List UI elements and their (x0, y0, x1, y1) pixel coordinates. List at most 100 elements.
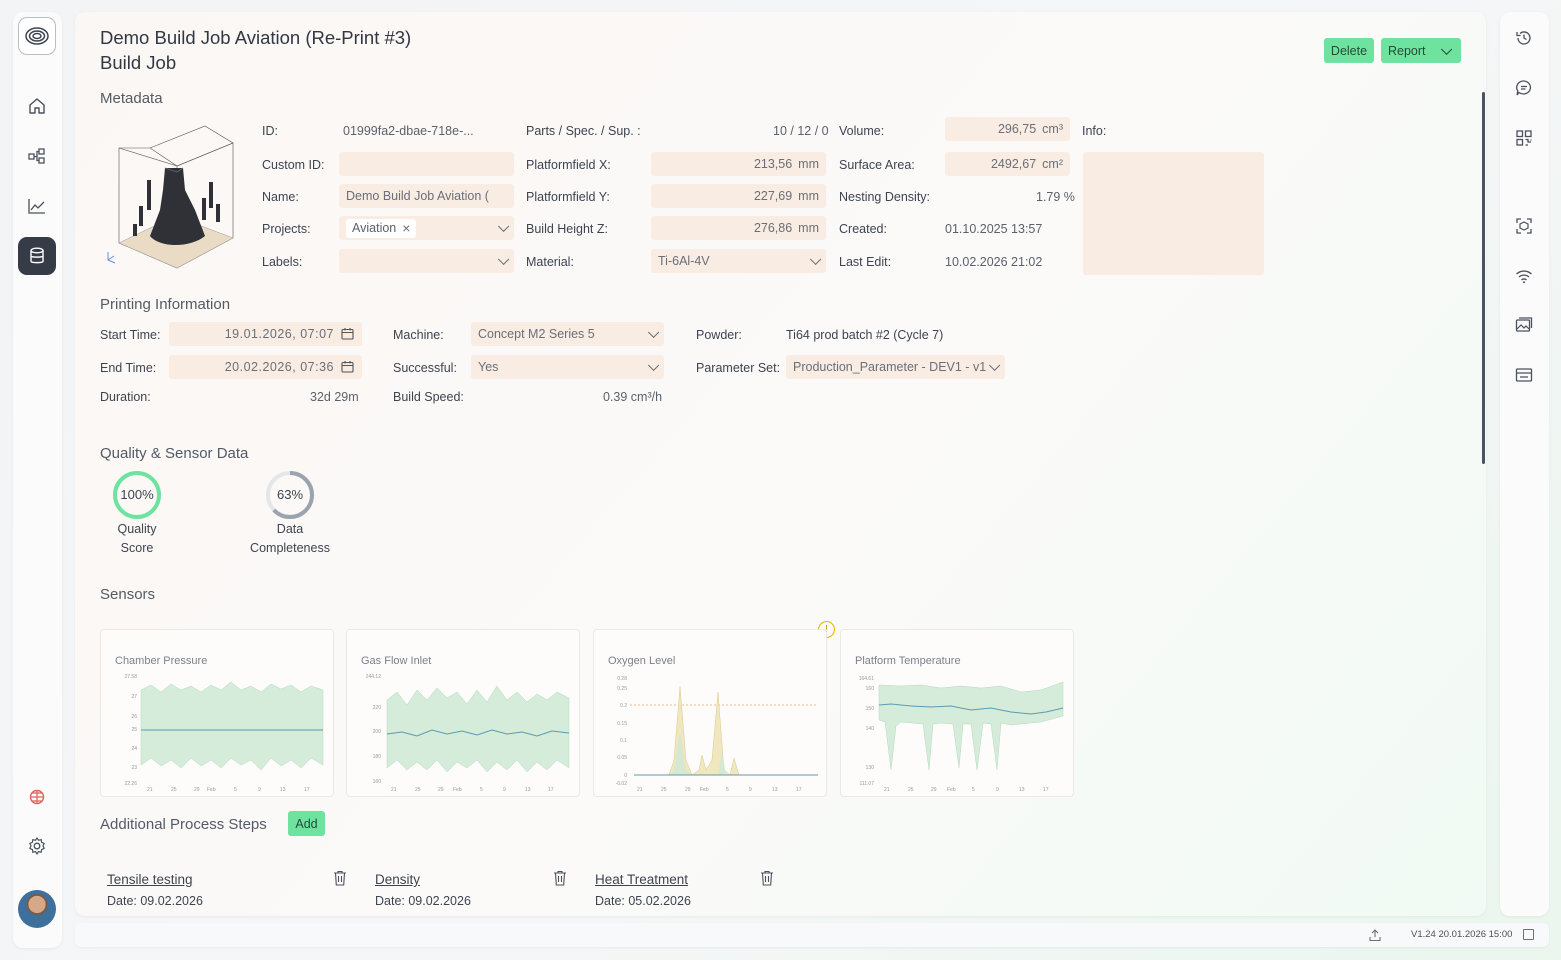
fullscreen-icon[interactable] (1523, 929, 1534, 940)
last-edit-value: 10.02.2026 21:02 (945, 255, 1043, 269)
machine-label: Machine: (393, 328, 444, 342)
name-input[interactable]: Demo Build Job Aviation ( (339, 184, 514, 208)
settings-icon[interactable] (18, 827, 56, 865)
comment-icon[interactable] (1505, 69, 1543, 107)
projects-select[interactable]: Aviation × (339, 216, 514, 240)
quality-heading: Quality & Sensor Data (100, 445, 249, 462)
step-date-heat-treatment: Date: 05.02.2026 (595, 894, 691, 908)
data-completeness-caption: Data Completeness (240, 520, 340, 558)
step-name-density[interactable]: Density (375, 872, 421, 887)
parts-value: 10 / 12 / 0 (773, 124, 829, 138)
trash-icon[interactable] (333, 870, 347, 886)
step-name-heat-treatment[interactable]: Heat Treatment (595, 872, 689, 887)
projects-label: Projects: (262, 222, 311, 236)
nesting-density-label: Nesting Density: (839, 190, 931, 204)
avatar[interactable] (18, 890, 56, 928)
x-tick-label: 9 (258, 787, 261, 793)
y-tick-label: 164.61 (859, 676, 875, 682)
y-tick-label: 160 (866, 686, 875, 692)
y-tick-label: 140 (866, 726, 875, 732)
end-time-input[interactable]: 20.02.2026, 07:36 (169, 355, 362, 379)
sensor-card-oxygen-level[interactable]: Oxygen Level 0.28 0.25 0.2 0.15 0.1 0.05 0 -0.0… (593, 629, 827, 797)
volume-unit: cm³ (1042, 122, 1063, 136)
y-tick-label: 0.15 (617, 721, 627, 727)
platformfield-x-input[interactable]: 213,56 mm (651, 152, 826, 176)
report-button[interactable]: Report (1381, 38, 1461, 63)
parameter-set-select[interactable]: Production_Parameter - DEV1 - v1 (786, 355, 1005, 379)
add-step-button[interactable]: Add (288, 811, 325, 836)
build-preview-3d[interactable] (105, 118, 240, 273)
x-tick-label: 17 (304, 787, 310, 793)
trash-icon[interactable] (553, 870, 567, 886)
calendar-icon[interactable] (341, 327, 354, 340)
sensor-card-platform-temperature[interactable]: Platform Temperature 164.61 160 150 140 130 1… (840, 629, 1074, 797)
surface-area-input[interactable]: 2492,67 cm² (945, 152, 1070, 176)
scrollbar[interactable] (1482, 92, 1485, 464)
quality-caption-line1: Quality (117, 522, 157, 536)
scan-icon[interactable] (1505, 207, 1543, 245)
end-time-label: End Time: (100, 361, 157, 375)
status-bar: V1.24 20.01.2026 15:00 (75, 923, 1549, 947)
x-tick-label: 29 (685, 787, 691, 793)
y-tick-label: 0.1 (620, 738, 627, 744)
x-tick-label: 21 (391, 787, 397, 793)
y-tick-label: 24 (131, 746, 137, 752)
start-time-label: Start Time: (100, 328, 161, 342)
bug-icon[interactable] (18, 778, 56, 816)
x-tick-label: Feb (207, 787, 216, 793)
wifi-icon[interactable] (1505, 257, 1543, 295)
image-gallery-icon[interactable] (1505, 306, 1543, 344)
database-icon[interactable] (18, 237, 56, 275)
duration-value: 32d 29m (310, 390, 359, 404)
custom-id-input[interactable] (339, 152, 514, 176)
build-speed-label: Build Speed: (393, 390, 464, 404)
step-name-tensile[interactable]: Tensile testing (107, 872, 193, 887)
workflow-icon[interactable] (18, 137, 56, 175)
x-tick-label: 21 (884, 787, 890, 793)
sensor-chart: 27.58 27 26 25 24 23 22.26 21 25 29 Feb 5 9 13 17 (124, 674, 324, 793)
left-sidebar (13, 12, 62, 948)
y-tick-label: 23 (131, 765, 137, 771)
custom-id-label: Custom ID: (262, 158, 325, 172)
successful-select[interactable]: Yes (471, 355, 664, 379)
delete-button[interactable]: Delete (1324, 38, 1374, 63)
trash-icon[interactable] (760, 870, 774, 886)
x-tick-label: 29 (194, 787, 200, 793)
data-completeness-value: 63% (276, 487, 304, 502)
info-textarea[interactable] (1083, 152, 1264, 275)
x-tick-label: 13 (772, 787, 778, 793)
history-icon[interactable] (1505, 19, 1543, 57)
start-time-input[interactable]: 19.01.2026, 07:07 (169, 322, 362, 346)
x-axis-ticks: 21 25 29 Feb 5 9 13 17 (391, 787, 554, 793)
main-panel: Demo Build Job Aviation (Re-Print #3) Bu… (75, 12, 1486, 916)
chevron-down-icon (647, 359, 660, 371)
inbox-icon[interactable] (1505, 356, 1543, 394)
created-value: 01.10.2025 13:57 (945, 222, 1043, 236)
build-height-input[interactable]: 276,86 mm (651, 216, 826, 240)
platformfield-x-value: 213,56 (753, 157, 793, 171)
labels-select[interactable] (339, 249, 514, 273)
home-icon[interactable] (18, 87, 56, 125)
close-icon[interactable]: × (402, 220, 411, 236)
qr-code-icon[interactable] (1505, 119, 1543, 157)
platformfield-y-input[interactable]: 227,69 mm (651, 184, 826, 208)
nesting-density-value: 1.79 % (1036, 190, 1075, 204)
sensor-chart: 164.61 160 150 140 130 111.07 21 25 29 Feb 5 9 13 17 (859, 676, 1064, 793)
chart-icon[interactable] (18, 187, 56, 225)
mm-unit: mm (798, 189, 819, 203)
logo-icon[interactable] (18, 17, 56, 55)
sensor-card-chamber-pressure[interactable]: Chamber Pressure 27.58 27 26 25 24 23 22.26 21… (100, 629, 334, 797)
step-date-tensile: Date: 09.02.2026 (107, 894, 203, 908)
machine-select[interactable]: Concept M2 Series 5 (471, 322, 664, 346)
platformfield-y-value: 227,69 (753, 189, 793, 203)
x-tick-label: 9 (503, 787, 506, 793)
x-tick-label: Feb (947, 787, 956, 793)
material-select[interactable]: Ti-6Al-4V (651, 249, 826, 273)
volume-input[interactable]: 296,75 cm³ (945, 117, 1070, 141)
upload-icon[interactable] (1368, 928, 1382, 942)
sensor-card-gas-flow-inlet[interactable]: Gas Flow Inlet 244.12 220 200 180 160 21 25 29… (346, 629, 580, 797)
printing-heading: Printing Information (100, 296, 231, 313)
add-step-label: Add (295, 816, 318, 831)
x-axis-ticks: 21 25 29 Feb 5 9 13 17 (637, 787, 802, 793)
calendar-icon[interactable] (341, 360, 354, 373)
